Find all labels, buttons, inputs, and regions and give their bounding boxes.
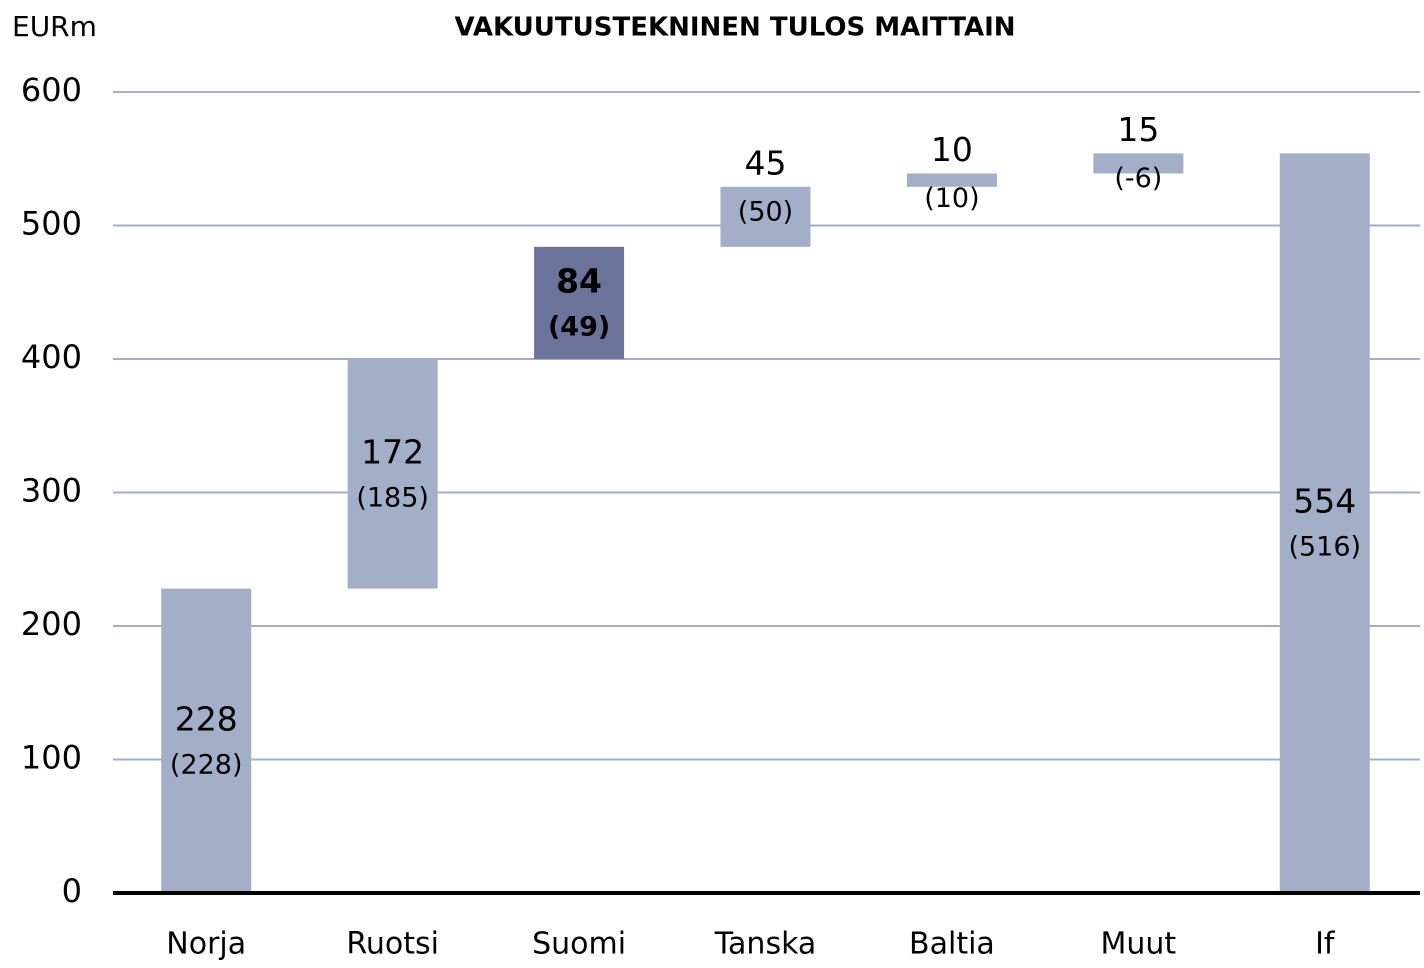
data-label: 84 [556, 261, 602, 300]
previous-value-label: (185) [356, 482, 429, 513]
data-label: 15 [1117, 110, 1159, 149]
data-label: 554 [1293, 482, 1356, 521]
bar [534, 246, 625, 359]
x-tick-label: Baltia [909, 927, 995, 962]
previous-value-label: (49) [548, 311, 610, 342]
previous-value-label: (10) [924, 183, 979, 214]
data-label: 228 [175, 699, 238, 738]
chart-title: VAKUUTUSTEKNINEN TULOS MAITTAIN [454, 13, 1015, 43]
x-tick-label: Ruotsi [346, 927, 439, 962]
x-tick-label: If [1315, 927, 1336, 962]
x-tick-label: Norja [166, 927, 246, 962]
previous-value-label: (516) [1288, 532, 1361, 563]
previous-value-label: (50) [738, 196, 793, 227]
y-tick-label: 300 [21, 472, 82, 510]
bar [1093, 153, 1184, 174]
bar [720, 186, 811, 247]
x-tick-label: Tanska [714, 927, 817, 962]
bar [161, 588, 252, 893]
previous-value-label: (228) [170, 749, 243, 780]
y-tick-label: 500 [21, 205, 82, 243]
y-tick-label: 600 [21, 71, 82, 109]
data-label: 45 [745, 143, 787, 182]
data-label: 172 [361, 432, 424, 471]
data-label: 10 [931, 130, 973, 169]
bar [1279, 153, 1370, 893]
y-tick-label: 0 [62, 872, 82, 910]
y-axis-label: EURm [12, 10, 97, 43]
previous-value-label: (-6) [1114, 163, 1162, 194]
y-tick-label: 400 [21, 338, 82, 376]
bar [906, 173, 997, 187]
bar [347, 359, 438, 589]
x-tick-label: Muut [1101, 927, 1177, 962]
y-tick-label: 200 [21, 605, 82, 643]
x-tick-label: Suomi [532, 927, 626, 962]
y-tick-label: 100 [21, 739, 82, 777]
